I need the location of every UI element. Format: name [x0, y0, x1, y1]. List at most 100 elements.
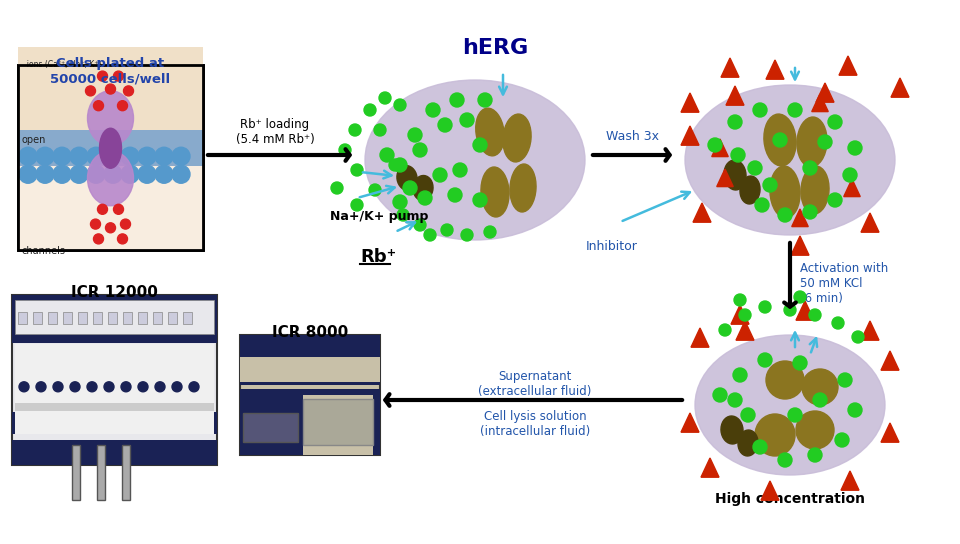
Circle shape [473, 193, 487, 207]
Ellipse shape [100, 128, 122, 168]
Ellipse shape [724, 160, 746, 190]
Circle shape [70, 147, 88, 165]
Circle shape [418, 191, 432, 205]
Circle shape [748, 161, 762, 175]
Text: Na+/K+ pump: Na+/K+ pump [330, 210, 428, 223]
Polygon shape [792, 209, 808, 227]
Circle shape [755, 198, 769, 212]
Text: hERG: hERG [462, 38, 528, 58]
FancyBboxPatch shape [18, 130, 203, 149]
Text: Cell lysis solution
(intracellular fluid): Cell lysis solution (intracellular fluid… [480, 410, 590, 438]
Polygon shape [812, 94, 828, 112]
Ellipse shape [766, 361, 804, 399]
Circle shape [369, 184, 381, 196]
Polygon shape [891, 78, 909, 97]
Circle shape [121, 382, 131, 392]
Circle shape [426, 103, 440, 117]
FancyBboxPatch shape [138, 312, 147, 324]
Polygon shape [844, 179, 860, 196]
Circle shape [739, 309, 751, 321]
FancyBboxPatch shape [12, 295, 217, 465]
Circle shape [87, 382, 97, 392]
Circle shape [331, 182, 343, 194]
Circle shape [349, 124, 361, 136]
Ellipse shape [685, 85, 895, 235]
Circle shape [351, 164, 363, 176]
Circle shape [835, 433, 849, 447]
Circle shape [339, 144, 351, 156]
Circle shape [838, 373, 852, 387]
FancyBboxPatch shape [78, 312, 87, 324]
Ellipse shape [770, 166, 800, 218]
Circle shape [778, 208, 792, 222]
Circle shape [788, 103, 802, 117]
Text: Rb⁺: Rb⁺ [360, 248, 396, 266]
FancyBboxPatch shape [303, 395, 373, 455]
Circle shape [70, 382, 80, 392]
Ellipse shape [801, 166, 829, 214]
Ellipse shape [365, 80, 585, 240]
Circle shape [843, 168, 857, 182]
Circle shape [759, 301, 771, 313]
Circle shape [441, 224, 453, 236]
Text: Inhibitor: Inhibitor [586, 240, 638, 253]
Circle shape [124, 86, 133, 96]
Circle shape [121, 219, 131, 229]
Circle shape [351, 199, 363, 211]
Polygon shape [681, 413, 699, 432]
Circle shape [433, 168, 447, 182]
Polygon shape [861, 321, 879, 340]
Ellipse shape [476, 108, 504, 156]
Circle shape [753, 103, 767, 117]
Circle shape [832, 317, 844, 329]
Circle shape [36, 165, 54, 183]
Circle shape [818, 135, 832, 149]
Circle shape [788, 408, 802, 422]
Polygon shape [721, 58, 739, 77]
Polygon shape [711, 139, 729, 157]
Circle shape [189, 382, 199, 392]
Circle shape [813, 393, 827, 407]
Text: High concentration: High concentration [715, 492, 865, 506]
Circle shape [70, 165, 88, 183]
Ellipse shape [481, 167, 509, 217]
FancyBboxPatch shape [240, 335, 380, 357]
Polygon shape [816, 83, 834, 102]
Ellipse shape [796, 411, 834, 449]
Circle shape [87, 147, 105, 165]
Circle shape [734, 294, 746, 306]
Circle shape [461, 229, 473, 241]
FancyBboxPatch shape [240, 335, 380, 455]
Polygon shape [681, 126, 699, 145]
Circle shape [172, 147, 190, 165]
FancyBboxPatch shape [97, 445, 105, 500]
FancyBboxPatch shape [168, 312, 177, 324]
FancyBboxPatch shape [63, 312, 72, 324]
FancyBboxPatch shape [123, 312, 132, 324]
Polygon shape [736, 321, 754, 340]
Ellipse shape [87, 91, 133, 146]
FancyBboxPatch shape [12, 440, 217, 465]
Ellipse shape [802, 369, 838, 405]
FancyBboxPatch shape [240, 382, 380, 385]
Circle shape [453, 163, 467, 177]
Circle shape [794, 291, 806, 303]
Circle shape [758, 353, 772, 367]
Circle shape [53, 382, 63, 392]
Ellipse shape [764, 114, 796, 166]
Circle shape [478, 93, 492, 107]
Polygon shape [766, 60, 784, 79]
Polygon shape [731, 305, 749, 324]
Circle shape [380, 148, 394, 162]
Circle shape [98, 205, 108, 214]
Circle shape [848, 141, 862, 155]
FancyBboxPatch shape [243, 413, 299, 442]
Circle shape [728, 393, 742, 407]
Circle shape [121, 147, 139, 165]
Circle shape [155, 147, 173, 165]
Circle shape [93, 101, 104, 110]
Circle shape [784, 304, 796, 316]
Circle shape [397, 209, 409, 221]
Ellipse shape [695, 335, 885, 475]
Circle shape [85, 86, 95, 96]
